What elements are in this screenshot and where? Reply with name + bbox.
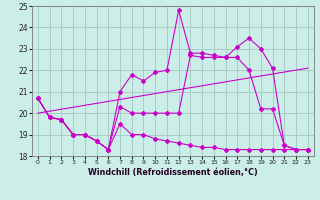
X-axis label: Windchill (Refroidissement éolien,°C): Windchill (Refroidissement éolien,°C) [88, 168, 258, 177]
